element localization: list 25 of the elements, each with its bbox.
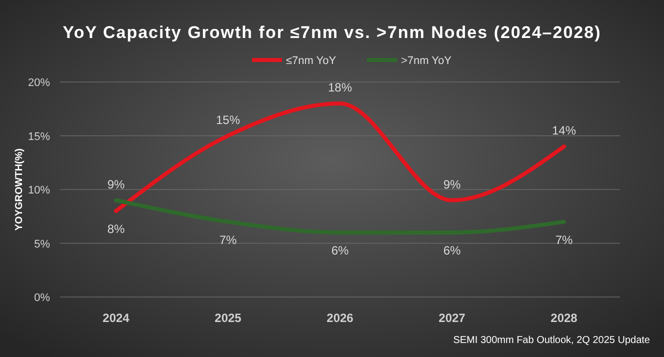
y-tick-label: 10% — [28, 184, 50, 196]
y-tick-label: 15% — [28, 130, 50, 143]
x-tick-label: 2024 — [102, 311, 130, 325]
legend-label: >7nm YoY — [401, 55, 452, 67]
x-tick-label: 2026 — [326, 311, 354, 325]
legend-label: ≤7nm YoY — [286, 55, 337, 67]
x-tick-label: 2028 — [550, 311, 578, 325]
y-tick-label: 20% — [28, 77, 50, 89]
x-tick-label: 2025 — [214, 311, 242, 325]
data-label: 18% — [328, 80, 352, 94]
data-label: 6% — [443, 244, 461, 258]
x-tick-label: 2027 — [438, 311, 466, 325]
data-label: 15% — [216, 112, 240, 127]
data-label: 8% — [107, 222, 125, 236]
data-label: 7% — [219, 232, 237, 247]
data-label: 6% — [331, 244, 349, 258]
text: SEMI 300mm Fab Outlook, 2Q 2025 Update — [453, 335, 650, 346]
data-label: 7% — [555, 232, 573, 247]
y-tick-label: 0% — [34, 292, 50, 304]
data-label: 14% — [552, 124, 576, 138]
y-axis-title: YOYGROWTH(%) — [14, 148, 25, 231]
data-label: 9% — [443, 177, 461, 192]
data-label: 9% — [107, 177, 125, 192]
y-tick-label: 5% — [34, 238, 50, 250]
chart-title: YoY Capacity Growth for ≤7nm vs. >7nm Nodes (2024–2028) — [62, 23, 602, 42]
